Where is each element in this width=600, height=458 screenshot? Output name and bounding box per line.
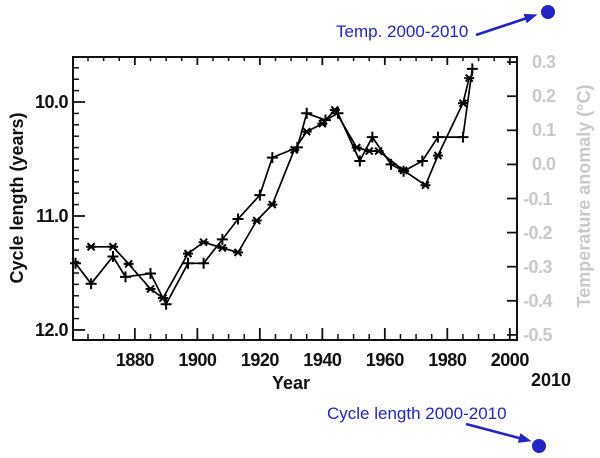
y-left-tick-label: 11.0: [35, 205, 69, 226]
x-extra-label-2010: 2010: [530, 370, 572, 390]
x-tick-label: 1960: [365, 350, 405, 370]
plot-border: [72, 56, 518, 341]
x-tick-label: 1900: [178, 350, 217, 370]
y-axis-label-right: Temperature anomaly (°C): [574, 84, 594, 308]
annotation-cycle-2000-2010: Cycle length 2000-2010: [327, 404, 507, 423]
solar-cycle-length-markers: [86, 73, 475, 303]
y-left-tick-label: 10.0: [34, 92, 69, 113]
y-right-tick-label: -0.4: [523, 290, 553, 311]
y-right-tick-label: 0.0: [532, 154, 556, 175]
y-right-tick-label: -0.3: [523, 256, 553, 277]
solar-cycle-length-line: [91, 77, 471, 300]
y-right-tick-label: 0.1: [532, 120, 556, 141]
x-tick-label: 1940: [303, 350, 342, 370]
x-axis-label: Year: [271, 373, 311, 393]
y-right-tick-label: -0.5: [523, 324, 553, 345]
y-right-tick-label: -0.2: [523, 222, 553, 243]
annotation-temp-2000-2010: Temp. 2000-2010: [336, 22, 469, 41]
temperature-anomaly-markers: [69, 63, 478, 310]
temp-2000-2010-dot: [541, 5, 555, 19]
y-axis-label-left: Cycle length (years): [7, 112, 27, 284]
cycle-2000-2010-arrow: [465, 422, 532, 443]
cycle-2000-2010-dot: [532, 439, 546, 453]
temp-2000-2010-arrow: [475, 13, 538, 37]
x-tick-label: 2000: [490, 350, 530, 370]
x-tick-label: 1920: [240, 350, 280, 370]
x-tick-label: 1980: [428, 350, 467, 370]
y-left-tick-label: 12.0: [34, 319, 69, 340]
y-right-tick-label: 0.2: [532, 86, 556, 107]
y-right-tick-label: -0.1: [523, 188, 553, 209]
x-tick-label: 1880: [115, 350, 155, 370]
temperature-anomaly-line: [74, 68, 474, 307]
y-right-tick-label: 0.3: [532, 52, 556, 73]
